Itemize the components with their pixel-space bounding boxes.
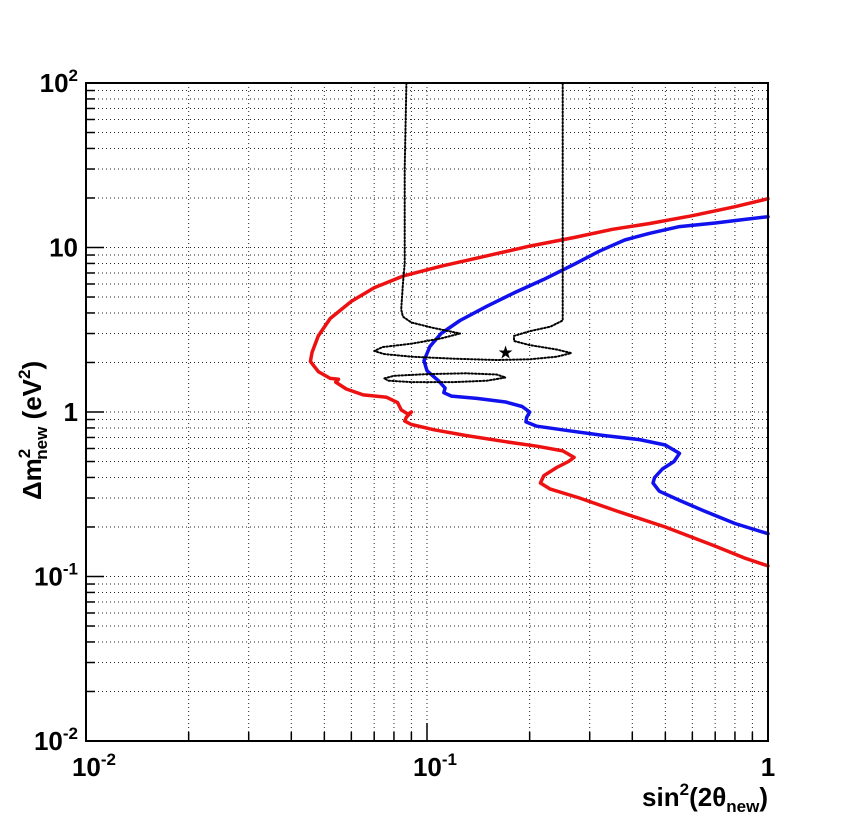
curve-2 <box>373 82 573 361</box>
axis-ticks <box>85 89 754 742</box>
x-axis-title: sin2(2θnew) <box>642 780 768 816</box>
curve-0 <box>308 196 770 568</box>
curve-3 <box>383 372 507 384</box>
x-tick-label: 10-1 <box>413 750 457 782</box>
grid-lines <box>86 83 768 741</box>
y-tick-label: 10 <box>49 233 78 263</box>
y-tick-label: 102 <box>40 66 78 98</box>
y-tick-label: 1 <box>64 397 78 427</box>
y-tick-label: 10-2 <box>34 724 78 756</box>
y-axis-title: Δm2new (eV2) <box>15 361 51 500</box>
curve-1 <box>422 214 770 536</box>
y-tick-label: 10-1 <box>34 560 78 592</box>
x-tick-label: 10-2 <box>72 750 116 782</box>
curves <box>308 82 770 568</box>
best-fit-star-marker: ★ <box>498 342 514 362</box>
x-tick-labels: 10-2 10-1 1 <box>72 750 775 782</box>
x-tick-label: 1 <box>761 752 775 782</box>
y-tick-labels: 10-2 10-1 1 10 102 <box>34 66 78 756</box>
